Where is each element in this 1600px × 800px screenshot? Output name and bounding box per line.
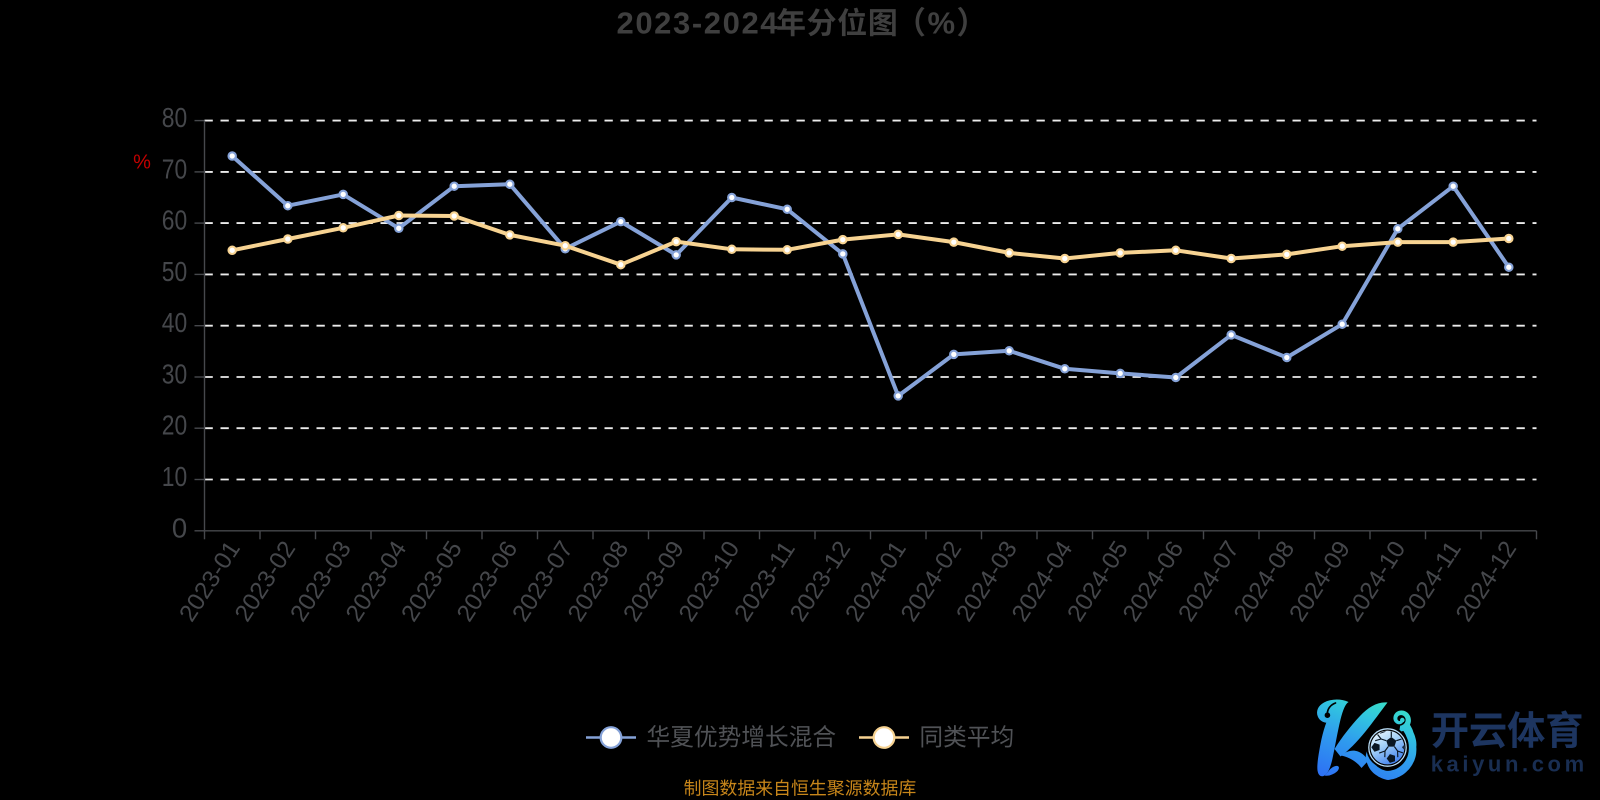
- svg-text:60: 60: [162, 205, 187, 236]
- svg-text:%: %: [928, 6, 956, 41]
- svg-text:0: 0: [172, 512, 187, 543]
- svg-text:40: 40: [162, 307, 187, 338]
- svg-text:50: 50: [162, 256, 187, 287]
- svg-text:30: 30: [162, 359, 187, 390]
- svg-text:%: %: [133, 152, 151, 174]
- svg-text:kaiyun.com: kaiyun.com: [1431, 752, 1588, 777]
- svg-text:20: 20: [162, 410, 187, 441]
- svg-text:70: 70: [162, 153, 187, 184]
- svg-text:10: 10: [162, 461, 187, 492]
- svg-text:2023-2024: 2023-2024: [617, 6, 780, 41]
- svg-text:80: 80: [162, 102, 187, 133]
